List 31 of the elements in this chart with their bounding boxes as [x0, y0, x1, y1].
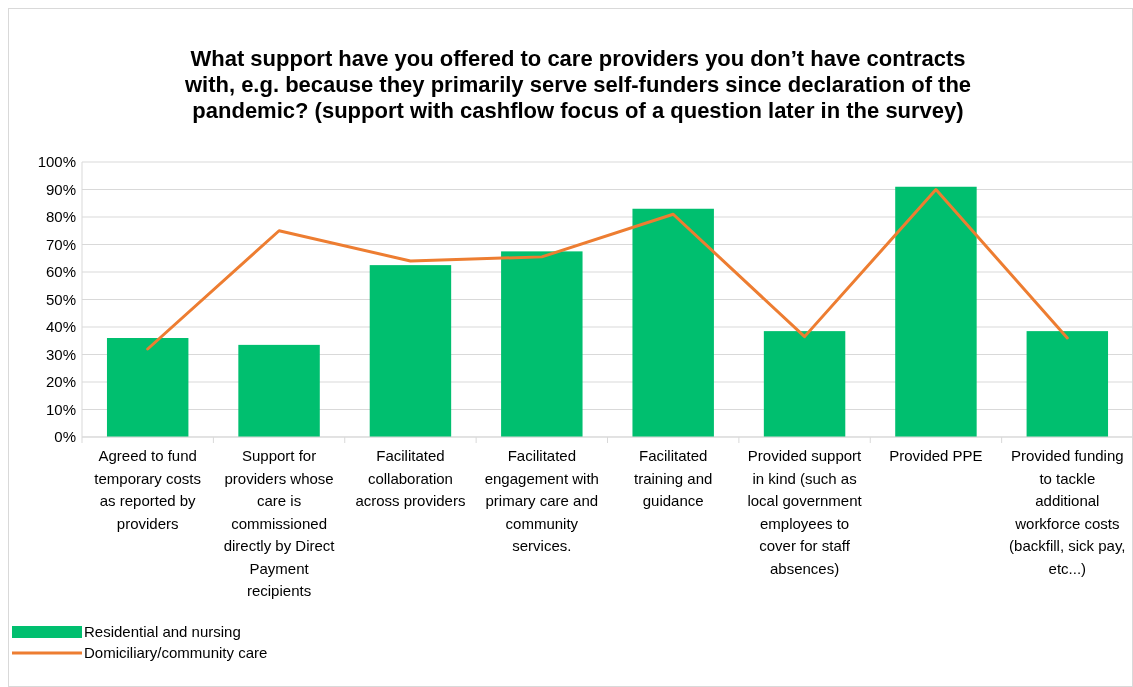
bar: [632, 208, 714, 437]
bar: [1026, 331, 1109, 437]
bar: [369, 265, 452, 437]
legend-label: Residential and nursing: [84, 623, 241, 641]
bar: [106, 338, 189, 437]
y-tick-label: 90%: [45, 180, 76, 198]
bar: [501, 251, 583, 437]
x-tick-label: Provided PPE: [889, 447, 983, 464]
bar: [763, 331, 846, 437]
x-tick-label: Agreed to fund temporary costs as reported by providers: [94, 447, 202, 532]
bar: [238, 344, 320, 437]
y-tick-label: 30%: [45, 345, 76, 363]
x-tick-label: Facilitated training and guidance: [633, 447, 713, 509]
x-tick-label: Support for providers whose care is commissioned directly by Direct Payment recipients: [223, 447, 336, 599]
y-tick-label: 40%: [45, 318, 76, 336]
x-tick-label: Facilitated engagement with primary care and community services.: [484, 447, 599, 554]
y-tick-label: 60%: [45, 263, 76, 281]
x-tick-label: Provided support in kind (such as local government employees to cover for staff absences): [747, 447, 863, 577]
bar: [895, 186, 977, 437]
y-tick-label: 10%: [45, 400, 76, 418]
y-tick-label: 100%: [37, 153, 76, 171]
x-tick-label: Provided funding to tackle additional workforce costs (backfill, sick pay, etc...): [1009, 447, 1126, 577]
y-tick-label: 70%: [45, 235, 76, 253]
line-series: [146, 188, 1069, 351]
x-tick-label: Facilitated collaboration across providers: [355, 447, 466, 509]
y-tick-label: 0%: [54, 428, 76, 446]
y-tick-label: 50%: [45, 290, 76, 308]
y-tick-label: 20%: [45, 373, 76, 391]
chart-title: What support have you offered to care providers you don’t have contracts with, e.g. because they primarily serve self-funders since declaration of the pandemic? (support with cashflow focus of a question later in the survey): [183, 46, 972, 123]
legend-label: Domiciliary/community care: [84, 644, 268, 662]
y-tick-label: 80%: [45, 208, 76, 226]
